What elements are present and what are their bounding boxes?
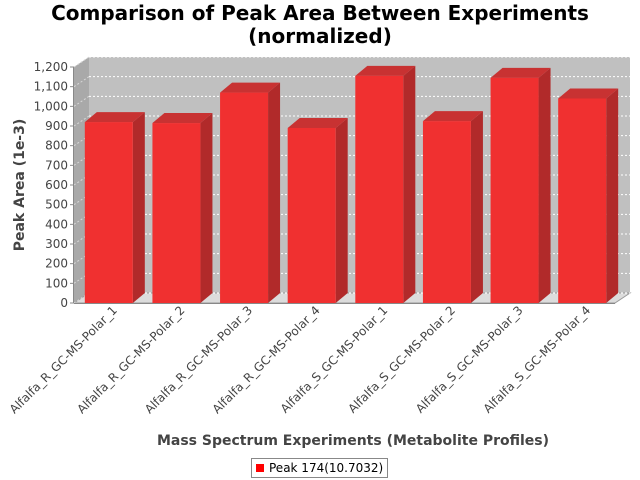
y-tick-label-2: 200 — [45, 257, 68, 271]
x-tick-label-0: Alfalfa_R_GC-MS-Polar_1 — [7, 303, 120, 416]
gridline-side-4 — [73, 213, 90, 225]
y-tick-label-3: 300 — [45, 237, 68, 251]
bar-top-7 — [558, 88, 619, 99]
gridline-side-12 — [73, 56, 90, 68]
bar-top-5 — [422, 111, 483, 122]
bar-5 — [422, 121, 471, 303]
y-tick-label-5: 500 — [45, 198, 68, 212]
bar-6 — [490, 77, 539, 303]
bar-side-2 — [268, 82, 281, 303]
bar-top-4 — [355, 65, 416, 76]
bar-4 — [355, 75, 404, 303]
gridline-side-0 — [73, 292, 90, 304]
bar-side-5 — [470, 111, 483, 303]
chart-title: Comparison of Peak Area Between Experime… — [0, 2, 640, 48]
bar-2 — [220, 92, 269, 303]
bar-0 — [84, 122, 133, 303]
bar-top-3 — [287, 117, 348, 128]
y-tick-label-6: 600 — [45, 178, 68, 192]
y-tick-label-9: 900 — [45, 119, 68, 133]
y-tick-label-1: 100 — [45, 276, 68, 290]
gridline-side-2 — [73, 253, 90, 265]
chart-title-line-2: (normalized) — [248, 24, 392, 48]
bar-top-1 — [152, 113, 213, 124]
legend-swatch — [256, 464, 264, 472]
gridline-side-7 — [73, 154, 90, 166]
x-axis-title: Mass Spectrum Experiments (Metabolite Pr… — [157, 433, 549, 449]
bar-top-2 — [220, 82, 281, 93]
y-tick-label-11: 1,100 — [34, 80, 68, 94]
gridline-side-8 — [73, 135, 90, 147]
y-tick-label-7: 700 — [45, 158, 68, 172]
gridline-side-11 — [73, 76, 90, 88]
bar-top-0 — [84, 112, 145, 123]
legend: Peak 174(10.7032) — [251, 458, 389, 478]
bar-side-4 — [403, 65, 416, 303]
gridline-side-6 — [73, 174, 90, 186]
bar-side-6 — [538, 67, 551, 303]
bar-1 — [152, 123, 201, 303]
bar-7 — [558, 98, 607, 303]
y-tick-label-10: 1,000 — [34, 99, 68, 113]
legend-label: Peak 174(10.7032) — [269, 461, 384, 475]
bar-side-7 — [606, 88, 619, 303]
chart-title-line-1: Comparison of Peak Area Between Experime… — [51, 1, 589, 25]
gridline-side-9 — [73, 115, 90, 127]
bar-top-6 — [490, 67, 551, 78]
gridline-side-3 — [73, 233, 90, 245]
x-tick-label-2: Alfalfa_R_GC-MS-Polar_3 — [142, 303, 255, 416]
gridline-side-5 — [73, 194, 90, 206]
gridline-side-10 — [73, 95, 90, 107]
gridline-side-1 — [73, 272, 90, 284]
y-tick-label-8: 800 — [45, 139, 68, 153]
bar-3 — [287, 127, 336, 303]
x-tick-label-1: Alfalfa_R_GC-MS-Polar_2 — [74, 303, 187, 416]
y-axis-title: Peak Area (1e-3) — [12, 119, 28, 252]
bar-side-3 — [335, 117, 348, 303]
x-tick-label-3: Alfalfa_R_GC-MS-Polar_4 — [210, 303, 323, 416]
bar-side-0 — [132, 112, 145, 303]
y-tick-label-0: 0 — [60, 296, 68, 310]
y-tick-label-12: 1,200 — [34, 60, 68, 74]
bar-side-1 — [200, 113, 213, 303]
y-tick-label-4: 400 — [45, 217, 68, 231]
